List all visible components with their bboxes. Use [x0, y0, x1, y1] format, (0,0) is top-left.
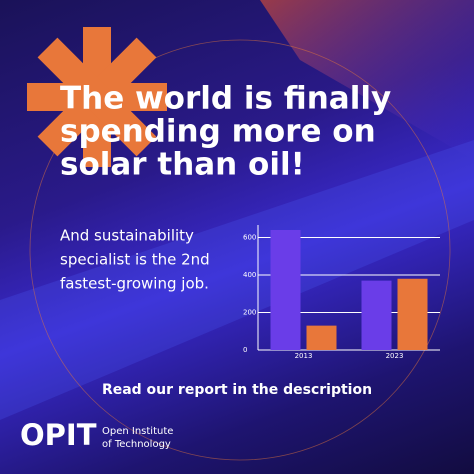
headline: The world is finally — [60, 81, 391, 117]
y-tick-label: 0 — [243, 346, 247, 354]
logo-name: of Technology — [102, 439, 171, 450]
logo-name: Open Institute — [102, 426, 173, 437]
light-streak — [0, 140, 474, 420]
y-tick-label: 400 — [243, 271, 256, 279]
bar — [361, 280, 392, 350]
logo-mark: OPIT — [20, 418, 97, 452]
bar — [270, 230, 301, 350]
subtitle: And sustainability — [60, 227, 194, 245]
y-tick-label: 600 — [243, 234, 256, 242]
x-tick-label: 2023 — [386, 352, 404, 360]
y-tick-label: 200 — [243, 309, 256, 317]
asterisk — [27, 27, 167, 167]
bar — [397, 278, 428, 350]
subtitle: fastest-growing job. — [60, 275, 209, 293]
headline: spending more on — [60, 114, 376, 150]
orbit — [29, 39, 451, 461]
call-to-action: Read our report in the description — [102, 382, 372, 398]
x-tick-label: 2013 — [295, 352, 313, 360]
light-streak — [260, 0, 474, 160]
headline: solar than oil! — [60, 147, 305, 183]
subtitle: specialist is the 2nd — [60, 251, 210, 269]
bar — [306, 325, 337, 350]
